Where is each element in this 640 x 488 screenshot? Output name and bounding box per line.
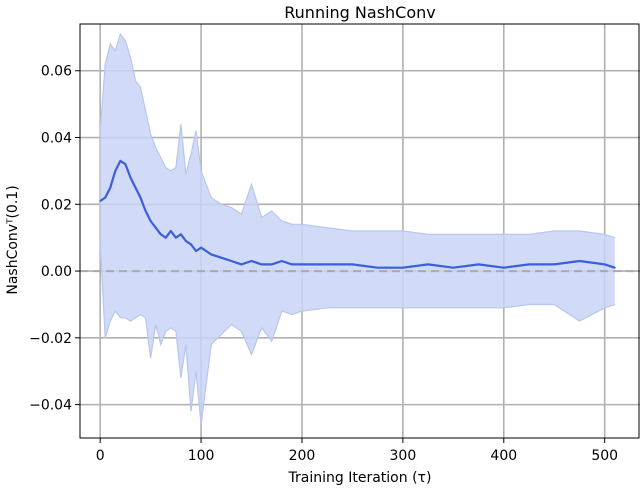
mean-point <box>180 233 182 236</box>
x-axis-ticks: 0 100 200 300 400 500 <box>96 438 618 464</box>
mean-point <box>240 263 243 266</box>
mean-point <box>452 266 455 269</box>
mean-point <box>195 250 197 252</box>
mean-point <box>134 186 137 189</box>
mean-point <box>210 253 213 256</box>
mean-point <box>230 260 233 262</box>
mean-point <box>477 263 480 266</box>
spread-band <box>99 32 615 425</box>
mean-point <box>250 260 253 262</box>
mean-point <box>164 236 167 239</box>
x-tick-label: 0 <box>96 448 105 464</box>
plot-frame <box>79 23 640 439</box>
mean-point <box>149 220 152 222</box>
mean-series <box>99 159 616 269</box>
mean-point <box>200 246 203 249</box>
band-upper-line <box>99 32 615 239</box>
mean-point <box>280 260 283 262</box>
mean-point <box>402 266 404 269</box>
x-tick-label: 200 <box>289 448 316 464</box>
mean-point <box>220 256 223 259</box>
mean-point <box>528 263 530 266</box>
mean-point <box>109 186 112 189</box>
y-tick-label: 0.04 <box>41 131 72 147</box>
x-tick-label: 100 <box>188 448 215 464</box>
x-tick-label: 400 <box>490 448 517 464</box>
mean-point <box>185 240 187 242</box>
y-tick-label: 0.00 <box>41 264 72 280</box>
y-tick-label: −0.02 <box>29 331 72 347</box>
mean-point <box>159 233 162 236</box>
mean-point <box>301 263 303 266</box>
mean-point <box>99 200 102 202</box>
x-axis-label: Training Iteration (τ) <box>288 470 432 486</box>
y-axis-ticks: −0.04 −0.02 0.00 0.02 0.04 0.06 <box>29 64 80 414</box>
mean-point <box>169 230 172 232</box>
x-tick-label: 500 <box>591 448 618 464</box>
mean-point <box>190 243 192 246</box>
mean-point <box>613 266 616 269</box>
mean-point <box>578 260 581 262</box>
mean-point <box>139 196 142 199</box>
mean-point <box>260 263 263 266</box>
mean-point <box>119 160 122 162</box>
mean-point <box>326 263 329 266</box>
x-tick-label: 300 <box>390 448 417 464</box>
mean-point <box>154 226 157 229</box>
mean-point <box>553 263 556 266</box>
mean-point <box>114 170 117 172</box>
mean-line <box>99 159 616 269</box>
mean-point <box>427 263 429 266</box>
y-tick-label: 0.02 <box>41 197 72 213</box>
mean-point <box>603 263 606 266</box>
mean-point <box>502 266 505 269</box>
y-tick-label: 0.06 <box>41 64 72 80</box>
y-axis-label: NashConvᵀ(0.1) <box>5 185 21 294</box>
chart-title: Running NashConv <box>284 3 435 22</box>
mean-point <box>270 263 273 266</box>
mean-point <box>351 263 354 266</box>
mean-point <box>129 176 132 179</box>
mean-point <box>175 236 177 239</box>
mean-point <box>291 263 293 266</box>
mean-point <box>104 196 107 199</box>
y-tick-label: −0.04 <box>29 398 72 414</box>
mean-point <box>144 210 147 212</box>
mean-point <box>124 163 127 166</box>
band-lower-line <box>99 244 615 425</box>
mean-point <box>376 266 379 269</box>
